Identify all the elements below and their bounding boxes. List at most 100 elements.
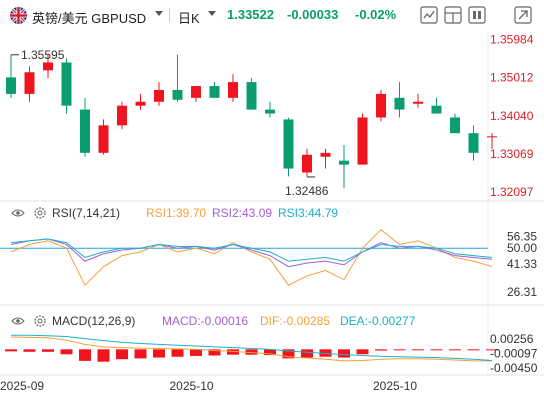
candle-body (413, 101, 423, 104)
symbol-name[interactable]: 英镑/美元 GBPUSD (32, 11, 147, 26)
candle-body (43, 62, 53, 71)
macd-bar (23, 349, 36, 352)
rsi-axis-tick: 50.00 (507, 241, 537, 255)
rsi-line-3 (10, 238, 493, 262)
rsi-header: RSI(7,14,21) RSI1:39.70 RSI2:43.09 RSI3:… (11, 206, 338, 220)
candle-body (376, 93, 386, 118)
candle-body (450, 117, 460, 134)
macd-pane: 0.00256-0.00097-0.00450 (5, 332, 538, 375)
candle-body (394, 97, 405, 110)
macd-bar (208, 349, 221, 356)
eye-icon[interactable] (11, 317, 25, 325)
settings-icon[interactable] (514, 6, 532, 24)
header-divider (169, 8, 170, 22)
low-annotation: 1.32486 (285, 184, 329, 198)
macd-header: MACD(12,26,9) MACD:-0.00016 DIF:-0.00285… (11, 314, 416, 328)
dea-label: DEA:-0.00277 (340, 314, 416, 328)
macd-bar (449, 349, 461, 351)
candle-body (117, 105, 127, 126)
macd-bar (116, 349, 128, 360)
rsi-title[interactable]: RSI(7,14,21) (52, 206, 120, 220)
rsi-axis-tick: 41.33 (507, 257, 537, 271)
price-axis-tick: 1.34040 (490, 109, 534, 123)
macd-title[interactable]: MACD(12,26,9) (52, 314, 135, 328)
rsi2-label: RSI2:43.09 (212, 206, 272, 220)
gear-icon[interactable] (34, 207, 46, 219)
dif-label: DIF:-0.00285 (260, 314, 330, 328)
dif-line (10, 336, 492, 362)
macd-bar (264, 349, 276, 356)
chart-header: 英镑/美元 GBPUSD 日K 1.33522 -0.00033 -0.02% (0, 0, 544, 30)
rsi-axis-tick: 56.35 (507, 229, 537, 243)
candle-body (228, 82, 238, 98)
x-axis-label: 2025-10 (373, 379, 417, 393)
candle-body (24, 72, 35, 94)
macd-bar (79, 349, 91, 361)
uk-flag-icon (10, 7, 27, 24)
macd-label: MACD:-0.00016 (162, 314, 248, 328)
candle-body (302, 154, 312, 173)
candle-body (172, 89, 183, 100)
macd-bar (467, 349, 480, 351)
macd-bar (5, 349, 17, 352)
macd-bar (430, 349, 443, 351)
macd-bar (338, 349, 350, 358)
layout-icon[interactable] (444, 6, 462, 24)
last-price: 1.33522 (227, 7, 274, 22)
dea-line (11, 334, 493, 361)
candle-body (98, 125, 109, 153)
chart-area[interactable]: 1.35595 1.32486 1.35984 1.35012 1.34040 1.33… (0, 30, 544, 400)
macd-bar (412, 349, 424, 351)
rsi-line-2 (10, 238, 493, 268)
timeframe-dropdown-icon[interactable] (208, 11, 216, 16)
gear-icon[interactable] (34, 315, 46, 327)
macd-bar (301, 349, 313, 358)
macd-bar (227, 349, 239, 355)
symbol-dropdown-icon[interactable] (155, 11, 163, 16)
candle-body (6, 77, 16, 94)
candle-body (339, 160, 349, 165)
macd-bar (356, 349, 369, 355)
candle-body (357, 117, 368, 165)
x-axis: 2025-09 2025-10 2025-10 (0, 379, 417, 393)
eye-icon[interactable] (11, 209, 25, 217)
price-pane: 1.35595 1.32486 (6, 48, 497, 198)
price-axis-tick: 1.32097 (490, 185, 534, 199)
price-axis-tick: 1.33069 (490, 147, 534, 161)
rsi3-label: RSI3:44.79 (278, 206, 338, 220)
rsi-axis-tick: 26.31 (507, 285, 537, 299)
high-annotation: 1.35595 (21, 48, 65, 62)
macd-bar (486, 349, 498, 351)
macd-bar (97, 349, 110, 362)
indicator-icon[interactable] (420, 6, 438, 24)
candle-body (283, 119, 294, 169)
macd-bar (153, 349, 165, 358)
price-change-pct: -0.02% (355, 7, 397, 22)
x-axis-label: 2025-10 (170, 379, 214, 393)
candle-body (320, 152, 331, 157)
macd-bar (60, 349, 73, 355)
macd-bar (375, 349, 387, 351)
candle-body (80, 109, 90, 153)
macd-axis-tick: -0.00450 (490, 361, 538, 375)
macd-bar (190, 349, 202, 356)
fullscreen-icon[interactable] (468, 6, 486, 24)
candle-body (135, 101, 146, 106)
candle-body (487, 136, 497, 138)
candle-body (265, 109, 275, 114)
macd-bar (171, 349, 184, 357)
macd-bar (42, 349, 54, 352)
macd-bar (134, 349, 147, 359)
price-change: -0.00033 (287, 7, 339, 22)
candle-body (431, 105, 442, 114)
candle-body (468, 133, 479, 153)
timeframe-selector[interactable]: 日K (178, 11, 200, 26)
candle-body (246, 82, 257, 110)
rsi-line-1 (10, 229, 493, 287)
candle-body (61, 62, 72, 106)
price-axis: 1.35984 1.35012 1.34040 1.33069 1.32097 (490, 33, 534, 200)
candle-body (191, 86, 201, 98)
macd-bar (393, 349, 406, 351)
macd-bar (245, 349, 258, 355)
